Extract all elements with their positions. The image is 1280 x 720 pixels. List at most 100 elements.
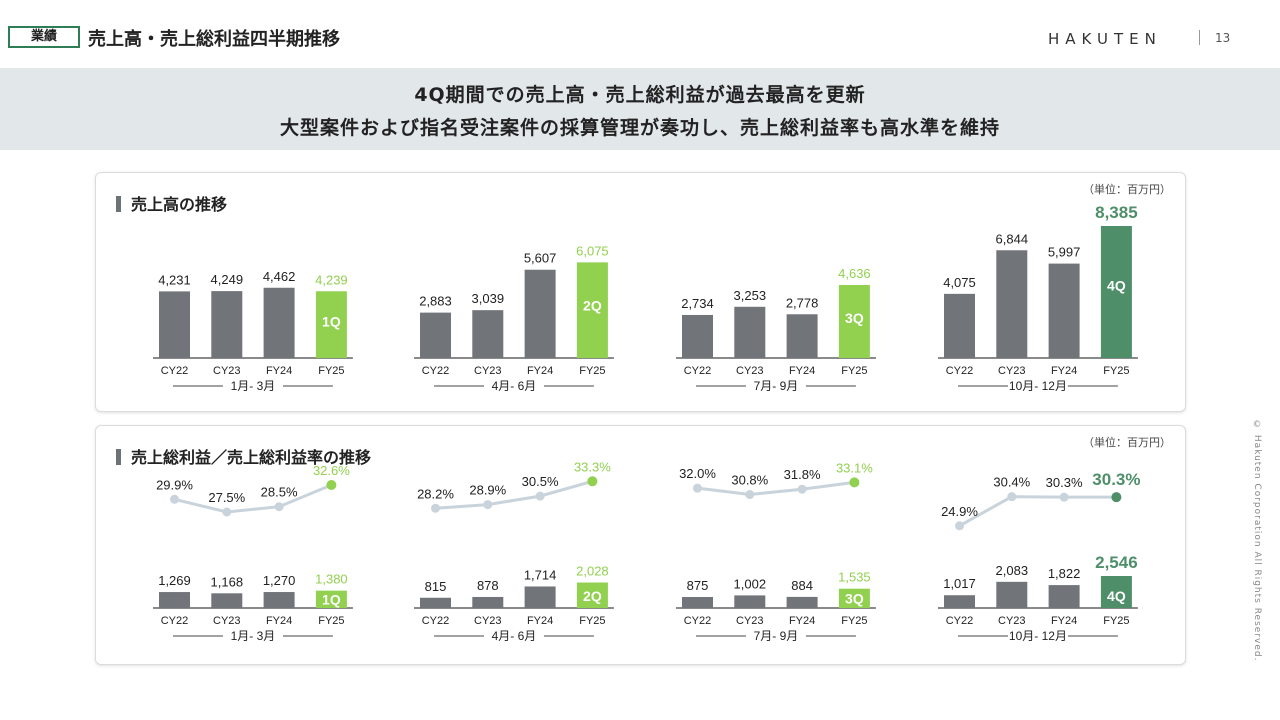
quarter-label: 3Q <box>845 590 864 606</box>
bar-value-label: 1,168 <box>211 574 244 589</box>
gross-profit-chart-title: 売上総利益／売上総利益率の推移 <box>116 444 371 468</box>
category-label: FY24 <box>266 365 292 377</box>
quarter-label: 2Q <box>583 588 602 604</box>
bar-cy22 <box>682 314 713 358</box>
category-label: FY25 <box>579 365 605 377</box>
category-label: FY25 <box>1103 615 1129 627</box>
category-label: CY22 <box>422 365 450 377</box>
category-label: FY25 <box>841 365 867 377</box>
rate-point <box>170 494 179 504</box>
section-tag: 業績 <box>8 26 80 48</box>
bar-cy23 <box>996 581 1028 608</box>
rate-point <box>274 502 284 512</box>
category-label: FY24 <box>266 615 292 627</box>
quarter-label: 1Q <box>322 591 341 607</box>
rate-point <box>693 483 702 493</box>
category-label: CY22 <box>161 615 189 627</box>
rate-value-label: 30.3% <box>1092 470 1140 489</box>
quarter-label: 3Q <box>845 310 864 326</box>
gross-profit-chart: 1,269 CY22 1,168 CY23 1,270 FY24 1,380 FY25 1Q 1月… <box>153 459 1141 643</box>
period-label: 10月- 12月 <box>1009 629 1067 643</box>
bar-value-label: 4,636 <box>838 266 871 281</box>
bar-value-label: 4,462 <box>263 269 296 284</box>
rate-value-label: 30.8% <box>731 473 768 488</box>
bar-value-label: 3,039 <box>472 291 505 306</box>
rate-value-label: 28.9% <box>469 483 506 498</box>
bar-value-label: 6,844 <box>996 231 1029 246</box>
rate-value-label: 30.3% <box>1046 475 1083 490</box>
gross-profit-chart-panel: 売上総利益／売上総利益率の推移 （単位：百万円） 1,269 CY22 1,168 C… <box>95 425 1186 665</box>
quarter-label: 2Q <box>583 297 602 313</box>
period-label: 4月- 6月 <box>492 379 537 393</box>
category-label: FY24 <box>1051 615 1077 627</box>
bar-cy22 <box>420 312 451 358</box>
bar-fy24 <box>1048 585 1080 608</box>
rate-line <box>435 479 593 510</box>
rate-point <box>955 521 964 531</box>
bar-cy23 <box>472 310 504 358</box>
headline-banner: 4Q期間での売上高・売上総利益が過去最高を更新 大型案件および指名受注案件の採算… <box>0 68 1280 150</box>
rate-point <box>849 477 860 488</box>
category-label: CY22 <box>946 365 974 377</box>
bar-cy23 <box>211 593 243 608</box>
copyright-notice: © Hakuten Corporation All Rights Reserve… <box>1252 420 1262 662</box>
revenue-chart-panel: 売上高の推移 （単位：百万円） 4,231 CY22 4,249 CY23 4,462 F… <box>95 172 1186 412</box>
bar-cy22 <box>159 592 190 608</box>
period-label: 10月- 12月 <box>1009 379 1067 393</box>
bar-value-label: 4,075 <box>943 275 976 290</box>
category-label: FY24 <box>527 615 553 627</box>
bar-value-label: 2,778 <box>786 295 819 310</box>
bar-fy24 <box>263 592 295 608</box>
revenue-chart: 4,231 CY22 4,249 CY23 4,462 FY24 4,239 FY25 1Q 1月… <box>153 203 1138 393</box>
bar-cy23 <box>734 306 766 358</box>
bar-value-label: 1,269 <box>158 573 191 588</box>
quarter-label: 4Q <box>1107 277 1126 293</box>
category-label: FY24 <box>789 615 815 627</box>
category-label: CY23 <box>474 615 502 627</box>
rate-point <box>483 500 493 510</box>
page-title: 売上高・売上総利益四半期推移 <box>88 29 340 50</box>
category-label: CY22 <box>422 615 450 627</box>
rate-point <box>1111 492 1122 503</box>
rate-value-label: 32.6% <box>313 463 350 478</box>
category-label: CY23 <box>213 615 241 627</box>
rate-point <box>1007 492 1017 502</box>
category-label: CY23 <box>998 365 1026 377</box>
bar-fy25 <box>1100 576 1132 608</box>
bar-value-label: 2,083 <box>996 563 1029 578</box>
rate-point <box>326 480 337 490</box>
bar-cy22 <box>944 595 975 608</box>
bar-value-label: 4,231 <box>158 272 191 287</box>
title-marker <box>116 449 121 465</box>
bar-value-label: 8,385 <box>1095 203 1138 222</box>
bar-cy22 <box>944 293 975 358</box>
headline-line-1: 4Q期間での売上高・売上総利益が過去最高を更新 <box>414 84 866 106</box>
bar-value-label: 2,546 <box>1095 553 1138 572</box>
bar-fy25 <box>838 285 870 358</box>
bar-value-label: 815 <box>425 579 447 594</box>
bar-cy23 <box>996 250 1028 358</box>
bar-value-label: 1,017 <box>943 576 976 591</box>
bar-value-label: 884 <box>791 578 813 593</box>
rate-line <box>174 483 332 514</box>
revenue-chart-title-text: 売上高の推移 <box>131 195 228 214</box>
rate-value-label: 28.2% <box>417 486 454 501</box>
revenue-chart-title: 売上高の推移 <box>116 191 227 215</box>
bar-value-label: 1,380 <box>315 572 348 587</box>
bar-value-label: 4,239 <box>315 272 348 287</box>
bar-fy24 <box>786 596 818 608</box>
bar-cy22 <box>159 291 190 358</box>
bar-value-label: 878 <box>477 578 499 593</box>
bar-value-label: 2,028 <box>576 564 609 579</box>
page-number: 13 <box>1215 31 1231 45</box>
rate-line <box>958 495 1117 528</box>
bar-value-label: 2,883 <box>419 294 452 309</box>
company-logo: HAKUTEN <box>1048 30 1162 48</box>
category-label: FY25 <box>579 615 605 627</box>
category-label: CY22 <box>684 365 712 377</box>
bar-value-label: 5,607 <box>524 251 557 266</box>
bar-value-label: 1,822 <box>1048 566 1081 581</box>
gross-profit-chart-title-text: 売上総利益／売上総利益率の推移 <box>131 448 372 467</box>
rate-point <box>745 490 755 500</box>
rate-value-label: 29.9% <box>156 477 193 492</box>
